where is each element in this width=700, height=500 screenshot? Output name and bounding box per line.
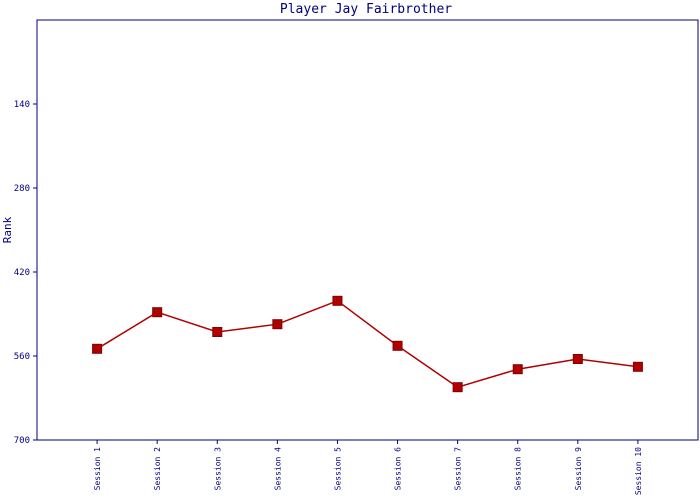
y-tick-label: 420 [14, 268, 30, 278]
y-tick-label: 140 [14, 100, 30, 110]
data-point [92, 343, 103, 354]
data-point [332, 295, 343, 306]
x-tick-label: Session 8 [514, 447, 523, 491]
chart-title: Player Jay Fairbrother [280, 2, 452, 17]
data-point [392, 340, 403, 351]
x-tick-label: Session 3 [213, 447, 222, 491]
data-point [212, 327, 223, 337]
x-tick-label: Session 9 [574, 447, 583, 491]
y-tick-label: 280 [14, 184, 30, 194]
y-axis-label: Rank [1, 216, 14, 243]
y-tick-label: 560 [14, 352, 30, 362]
data-point [452, 382, 463, 393]
data-point [152, 307, 163, 318]
data-point [512, 364, 523, 375]
y-tick-label: 700 [14, 436, 30, 446]
data-point [632, 361, 643, 372]
x-tick-label: Session 6 [394, 447, 403, 491]
x-tick-label: Session 2 [153, 447, 162, 491]
x-tick-label: Session 1 [93, 447, 102, 491]
x-tick-label: Session 5 [333, 447, 342, 491]
x-tick-label: Session 4 [273, 447, 282, 491]
series-line [96, 299, 639, 389]
data-point [272, 319, 283, 330]
data-point [572, 354, 583, 364]
x-tick-label: Session 10 [634, 447, 643, 495]
plot-frame [36, 19, 699, 441]
x-tick-label: Session 7 [454, 447, 463, 491]
